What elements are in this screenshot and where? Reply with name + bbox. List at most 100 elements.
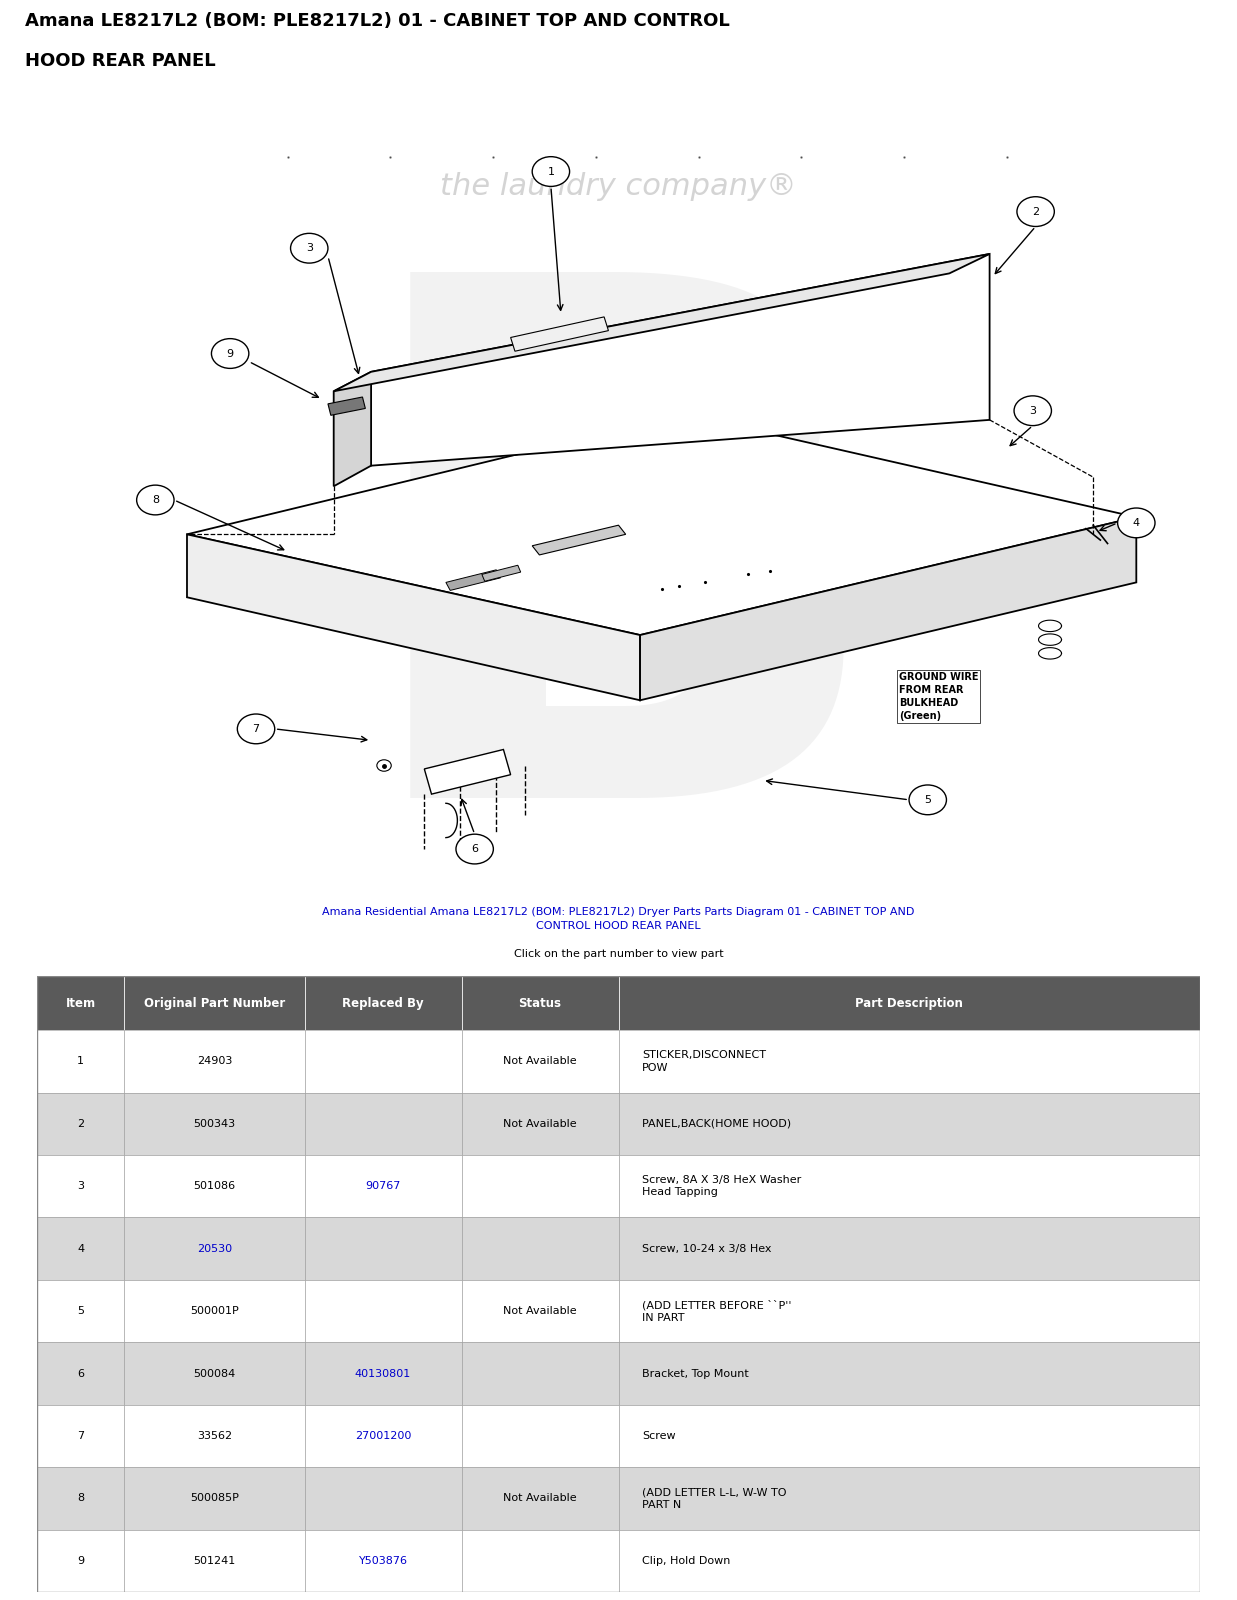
Text: Clip, Hold Down: Clip, Hold Down [642,1555,730,1566]
Text: 7: 7 [77,1430,84,1442]
Text: 500001P: 500001P [190,1306,239,1317]
Text: 7: 7 [252,723,260,734]
FancyBboxPatch shape [304,1467,461,1530]
Text: 3: 3 [306,243,313,253]
Polygon shape [511,317,609,352]
Circle shape [532,157,569,187]
Text: Not Available: Not Available [503,1306,576,1317]
Circle shape [909,786,946,814]
FancyBboxPatch shape [124,1405,304,1467]
Polygon shape [371,254,990,466]
Text: 33562: 33562 [197,1430,233,1442]
Polygon shape [482,565,521,581]
FancyBboxPatch shape [461,976,618,1030]
Text: B: B [344,250,893,947]
Text: Click on the part number to view part: Click on the part number to view part [513,949,724,958]
Text: 40130801: 40130801 [355,1368,411,1379]
FancyBboxPatch shape [461,1530,618,1592]
Text: 500084: 500084 [193,1368,235,1379]
FancyBboxPatch shape [618,1467,1200,1530]
FancyBboxPatch shape [124,976,304,1030]
FancyBboxPatch shape [304,1280,461,1342]
Text: Original Part Number: Original Part Number [143,997,285,1010]
FancyBboxPatch shape [461,1280,618,1342]
FancyBboxPatch shape [618,1405,1200,1467]
Text: Not Available: Not Available [503,1493,576,1504]
Text: Screw, 8A X 3/8 HeX Washer
Head Tapping: Screw, 8A X 3/8 HeX Washer Head Tapping [642,1174,802,1197]
Polygon shape [328,397,365,416]
Text: Part Description: Part Description [855,997,964,1010]
FancyBboxPatch shape [37,1280,124,1342]
FancyBboxPatch shape [37,1030,124,1093]
Text: GROUND WIRE
FROM REAR
BULKHEAD
(Green): GROUND WIRE FROM REAR BULKHEAD (Green) [899,672,978,722]
Text: STICKER,DISCONNECT
POW: STICKER,DISCONNECT POW [642,1050,766,1072]
FancyBboxPatch shape [124,1530,304,1592]
Text: Screw, 10-24 x 3/8 Hex: Screw, 10-24 x 3/8 Hex [642,1243,771,1254]
FancyBboxPatch shape [37,1467,124,1530]
FancyBboxPatch shape [461,1093,618,1155]
Text: Amana Residential Amana LE8217L2 (BOM: PLE8217L2) Dryer Parts Parts Diagram 01 -: Amana Residential Amana LE8217L2 (BOM: P… [323,907,914,931]
FancyBboxPatch shape [37,976,124,1030]
Text: 8: 8 [77,1493,84,1504]
FancyBboxPatch shape [124,1218,304,1280]
FancyBboxPatch shape [124,1155,304,1218]
Polygon shape [532,525,626,555]
FancyBboxPatch shape [461,1467,618,1530]
FancyBboxPatch shape [37,1530,124,1592]
Polygon shape [334,254,990,392]
Text: Item: Item [66,997,95,1010]
FancyBboxPatch shape [461,1030,618,1093]
FancyBboxPatch shape [37,1155,124,1218]
Circle shape [136,485,174,515]
Polygon shape [334,371,371,486]
FancyBboxPatch shape [304,1093,461,1155]
FancyBboxPatch shape [304,1030,461,1093]
Text: the laundry company®: the laundry company® [440,378,797,408]
Text: Status: Status [518,997,562,1010]
Text: 1: 1 [77,1056,84,1067]
Circle shape [212,339,249,368]
Text: Not Available: Not Available [503,1056,576,1067]
Text: 500343: 500343 [193,1118,235,1130]
FancyBboxPatch shape [618,1030,1200,1093]
Text: Not Available: Not Available [503,1118,576,1130]
Text: 5: 5 [924,795,931,805]
Text: 3: 3 [1029,406,1037,416]
Text: 501241: 501241 [193,1555,235,1566]
Polygon shape [640,517,1137,701]
Text: Screw: Screw [642,1430,675,1442]
Circle shape [456,834,494,864]
Text: 1: 1 [548,166,554,176]
FancyBboxPatch shape [37,1342,124,1405]
Text: 8: 8 [152,494,158,506]
FancyBboxPatch shape [618,1530,1200,1592]
FancyBboxPatch shape [37,1218,124,1280]
Text: Replaced By: Replaced By [343,997,424,1010]
FancyBboxPatch shape [461,1218,618,1280]
FancyBboxPatch shape [304,976,461,1030]
FancyBboxPatch shape [618,1093,1200,1155]
Polygon shape [187,534,640,701]
FancyBboxPatch shape [304,1155,461,1218]
Text: 2: 2 [1032,206,1039,216]
Circle shape [238,714,275,744]
Text: 27001200: 27001200 [355,1430,411,1442]
Text: (ADD LETTER BEFORE ``P''
IN PART: (ADD LETTER BEFORE ``P'' IN PART [642,1299,792,1323]
Circle shape [1017,197,1054,227]
FancyBboxPatch shape [461,1155,618,1218]
FancyBboxPatch shape [618,1218,1200,1280]
Text: 90767: 90767 [365,1181,401,1192]
FancyBboxPatch shape [461,1342,618,1405]
Text: the laundry company®: the laundry company® [440,173,797,202]
Text: 4: 4 [1133,518,1139,528]
FancyBboxPatch shape [124,1093,304,1155]
FancyBboxPatch shape [618,976,1200,1030]
Circle shape [291,234,328,262]
Text: HOOD REAR PANEL: HOOD REAR PANEL [25,51,215,70]
Text: 9: 9 [77,1555,84,1566]
Text: 24903: 24903 [197,1056,233,1067]
FancyBboxPatch shape [124,1030,304,1093]
Text: 501086: 501086 [193,1181,235,1192]
Text: 6: 6 [77,1368,84,1379]
FancyBboxPatch shape [124,1342,304,1405]
